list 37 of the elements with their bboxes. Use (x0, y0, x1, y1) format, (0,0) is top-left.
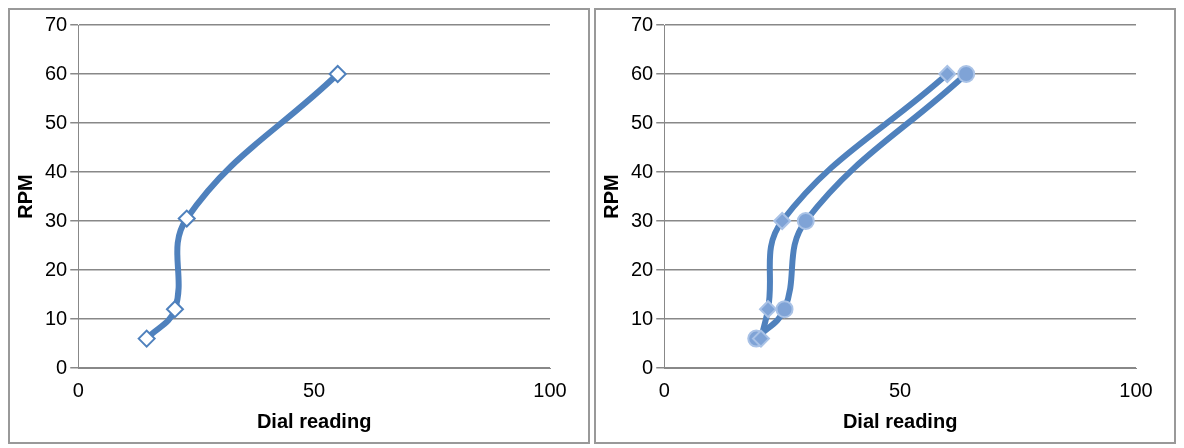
x-tick-label: 100 (533, 378, 567, 401)
y-axis-title: RPM (13, 174, 36, 219)
point (773, 212, 792, 230)
y-tick-label: 60 (631, 61, 654, 84)
y-tick-label: 70 (45, 12, 68, 35)
x-tick-label: 0 (72, 378, 84, 401)
point (796, 212, 815, 230)
x-tick-label: 100 (1119, 378, 1153, 401)
y-tick-label: 10 (631, 306, 654, 329)
y-tick-label: 30 (45, 208, 68, 231)
y-tick-label: 0 (642, 355, 654, 378)
y-tick-label: 40 (45, 159, 68, 182)
point (938, 65, 957, 83)
point (751, 329, 770, 348)
x-tick-label: 50 (303, 378, 326, 401)
point (165, 300, 184, 319)
y-tick-label: 60 (45, 61, 68, 84)
y-axis-title: RPM (599, 174, 622, 219)
y-tick-label: 0 (56, 355, 68, 378)
x-tick-label: 50 (889, 378, 912, 401)
x-axis-title: Dial reading (256, 409, 372, 432)
y-tick-label: 50 (45, 110, 68, 133)
point (137, 329, 156, 348)
point (775, 300, 794, 319)
y-tick-label: 20 (631, 257, 654, 280)
point (759, 300, 778, 319)
y-tick-label: 50 (631, 110, 654, 133)
y-tick-label: 30 (631, 208, 654, 231)
y-tick-label: 40 (631, 159, 654, 182)
point (957, 65, 976, 83)
y-tick-label: 70 (631, 12, 654, 35)
y-tick-label: 10 (45, 306, 68, 329)
point (177, 209, 196, 228)
x-tick-label: 0 (658, 378, 670, 401)
x-axis-title: Dial reading (842, 409, 958, 432)
y-tick-label: 20 (45, 257, 68, 280)
point (328, 65, 347, 83)
